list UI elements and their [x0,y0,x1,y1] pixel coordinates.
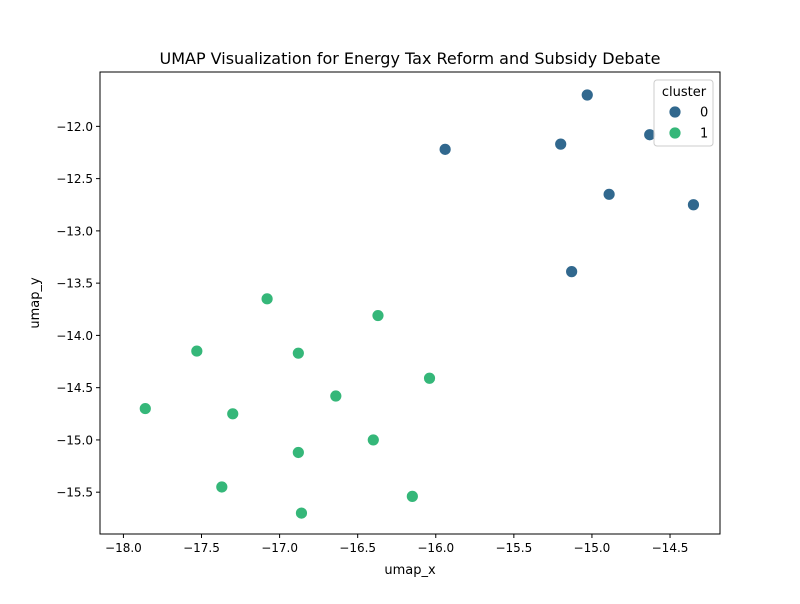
y-tick-label: −13.0 [56,224,93,238]
y-tick-label: −14.0 [56,329,93,343]
scatter-point-cluster-1 [190,344,204,358]
scatter-point-cluster-0 [565,265,579,279]
x-tick-label: −17.0 [261,541,298,555]
scatter-point-cluster-1 [371,309,385,322]
x-tick-label: −17.5 [183,541,220,555]
scatter-point-cluster-1 [291,446,305,459]
x-tick-label: −16.0 [417,541,454,555]
scatter-point-cluster-1 [138,402,152,415]
scatter-point-cluster-1 [226,407,240,421]
y-tick-label: −13.5 [56,277,93,291]
scatter-point-cluster-0 [580,88,594,102]
legend-marker-cluster-1 [668,126,682,140]
legend-title: cluster [662,85,707,100]
y-tick-label: −12.0 [56,120,93,134]
scatter-point-cluster-0 [687,198,700,212]
x-tick-label: −15.5 [495,541,532,555]
y-tick-label: −12.5 [56,172,93,186]
y-tick-label: −14.5 [56,381,93,395]
scatter-point-cluster-1 [366,433,380,447]
scatter-point-cluster-1 [215,480,229,494]
x-tick-label: −14.5 [652,541,689,555]
x-tick-label: −15.0 [574,541,611,555]
scatter-point-cluster-1 [405,489,419,503]
scatter-point-cluster-1 [423,371,436,385]
y-tick-label: −15.5 [56,486,93,500]
x-tick-label: −16.5 [339,541,376,555]
scatter-point-cluster-1 [260,292,274,306]
legend-label-cluster-0: 0 [700,106,708,121]
scatter-points [138,88,700,520]
legend-marker-cluster-0 [668,105,682,119]
scatter-point-cluster-1 [295,506,308,520]
legend: cluster 0 1 [653,79,714,147]
x-axis: −18.0 −17.5 −17.0 −16.5 −16.0 −15.5 −15.0 −14.5 [105,534,688,555]
scatter-point-cluster-1 [291,346,305,360]
y-axis: −12.0 −12.5 −13.0 −13.5 −14.0 −14.5 −15.0 −15.5 [56,120,100,500]
scatter-point-cluster-1 [329,389,343,403]
scatter-point-cluster-0 [438,142,452,156]
chart-title: UMAP Visualization for Energy Tax Reform… [159,49,660,68]
legend-box [653,79,714,147]
y-tick-label: −15.0 [56,433,93,447]
x-tick-label: −18.0 [105,541,142,555]
y-axis-label: umap_y [28,277,43,329]
scatter-point-cluster-0 [602,187,616,201]
legend-label-cluster-1: 1 [700,127,708,142]
scatter-point-cluster-0 [554,137,568,151]
plot-frame [99,71,721,535]
x-axis-label: umap_x [384,563,436,578]
